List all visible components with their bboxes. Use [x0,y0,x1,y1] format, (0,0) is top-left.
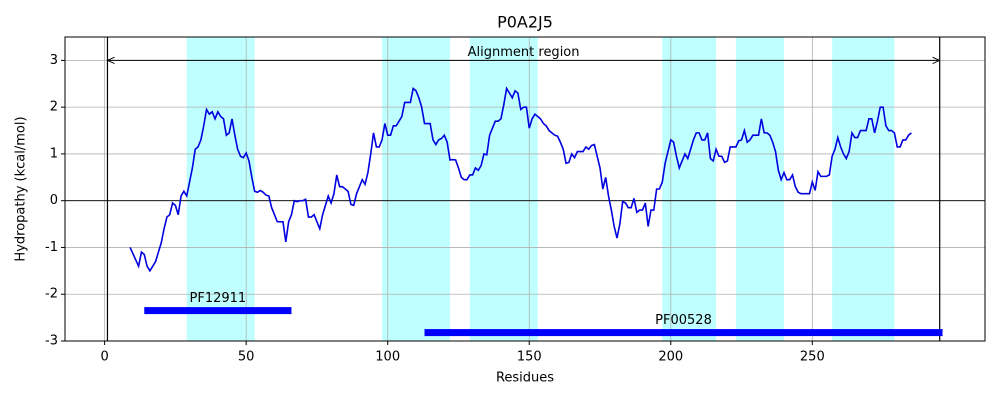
x-axis-label: Residues [496,371,554,386]
y-tick-label: -1 [45,240,58,255]
region-label: Alignment region [468,45,580,60]
chart-title: P0A2J5 [497,13,553,32]
y-tick-label: 1 [50,146,58,161]
y-tick-label: -3 [45,334,58,349]
y-tick-label: 0 [50,193,58,208]
x-tick-label: 150 [517,350,542,365]
domain-label: PF12911 [190,291,247,306]
domain-bar [424,329,943,337]
x-tick-label: 250 [800,350,825,365]
y-tick-label: 2 [50,100,58,115]
x-tick-label: 100 [375,350,400,365]
hydropathy-line [129,86,912,273]
helix-span [662,37,717,341]
x-tick-label: 50 [238,350,255,365]
y-axis-label: Hydropathy (kcal/mol) [14,116,29,261]
domain-label: PF00528 [655,313,712,328]
y-tick-label: 3 [50,53,58,68]
helix-span [469,37,538,341]
helix-span [186,37,255,341]
domain-bar [144,307,292,315]
x-tick-label: 0 [100,350,108,365]
x-tick-label: 200 [658,350,683,365]
helix-span [735,37,785,341]
plot-frame [64,36,986,342]
helix-span [832,37,895,341]
helix-span [382,37,450,341]
y-tick-label: -2 [45,287,58,302]
